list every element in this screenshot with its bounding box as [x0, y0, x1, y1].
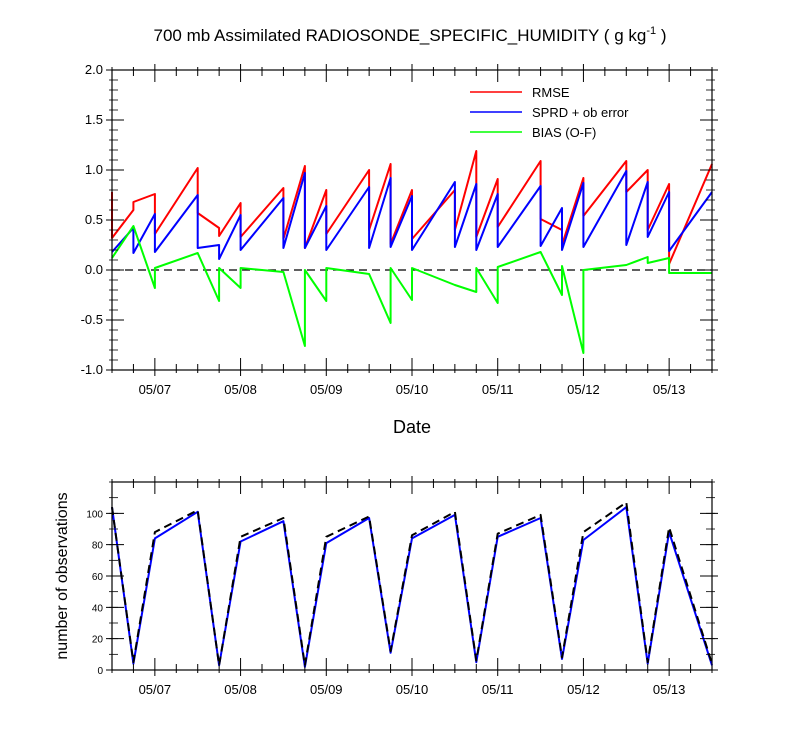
x-tick-label: 05/07 — [139, 382, 172, 397]
x-tick-label: 05/10 — [396, 682, 429, 697]
x-tick-label: 05/09 — [310, 382, 343, 397]
x-tick-label: 05/12 — [567, 682, 600, 697]
y-axis-label: number of observations — [54, 492, 71, 659]
x-tick-label: 05/10 — [396, 382, 429, 397]
x-axis-label: Date — [393, 417, 431, 437]
top-chart: -1.0 -0.5 0.0 0.5 1.0 1.5 2.0 05/07 05/08 05/09 05… — [81, 62, 718, 437]
series-line-sprd-ob-error — [111, 170, 713, 260]
series-line-bias-o-f- — [111, 225, 712, 354]
legend-label: SPRD + ob error — [532, 105, 629, 120]
y-tick-label: 1.0 — [85, 162, 103, 177]
chart-title: 700 mb Assimilated RADIOSONDE_SPECIFIC_H… — [154, 25, 667, 45]
series-line-used — [111, 506, 713, 668]
bottom-chart: 0 20 40 60 80 100 05/07 05/08 05/09 05/10 05/11 05/… — [54, 476, 718, 697]
x-tick-label: 05/11 — [482, 682, 514, 697]
y-tick-label: 0.5 — [85, 212, 103, 227]
y-tick-label: 60 — [92, 572, 104, 583]
series-line-possible — [111, 501, 713, 667]
legend-label: RMSE — [532, 85, 570, 100]
y-tick-label: 80 — [92, 541, 104, 552]
y-tick-label: 1.5 — [85, 112, 103, 127]
x-tick-label: 05/09 — [310, 682, 343, 697]
y-tick-label: 20 — [92, 635, 104, 646]
x-tick-label: 05/08 — [224, 682, 257, 697]
x-tick-label: 05/11 — [482, 382, 514, 397]
y-tick-label: 2.0 — [85, 62, 103, 77]
x-tick-label: 05/13 — [653, 682, 686, 697]
legend-label: BIAS (O-F) — [532, 125, 596, 140]
x-tick-label: 05/13 — [653, 382, 686, 397]
x-tick-label: 05/12 — [567, 382, 600, 397]
y-tick-label: 100 — [86, 509, 103, 520]
y-tick-label: -1.0 — [81, 362, 103, 377]
y-tick-label: 0.0 — [85, 262, 103, 277]
x-tick-label: 05/08 — [224, 382, 257, 397]
x-tick-label: 05/07 — [139, 682, 172, 697]
y-tick-label: 0 — [97, 666, 103, 677]
y-tick-label: 40 — [92, 603, 104, 614]
y-tick-label: -0.5 — [81, 312, 103, 327]
